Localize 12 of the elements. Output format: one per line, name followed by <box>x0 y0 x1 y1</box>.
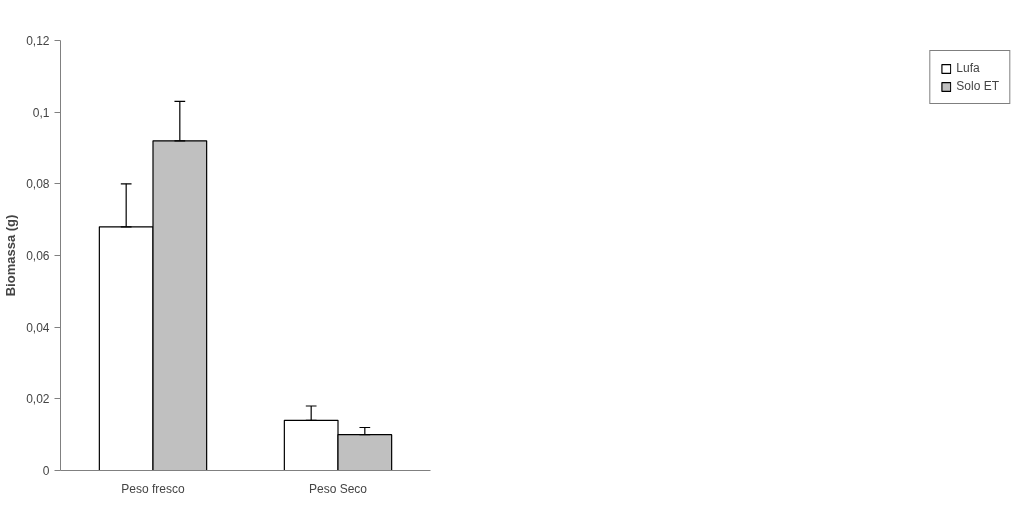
y-tick-label: 0,02 <box>26 392 50 407</box>
y-tick-label: 0 <box>42 464 50 478</box>
y-tick-label: 0,12 <box>26 34 50 48</box>
y-tick-label: 0,08 <box>26 177 50 192</box>
y-axis-title: Biomassa (g) <box>3 214 19 297</box>
y-tick-label: 0,04 <box>26 320 50 335</box>
x-tick-label: Peso Seco <box>308 481 368 496</box>
y-tick-label: 0,1 <box>32 105 50 120</box>
legend-label: Solo ET <box>956 79 999 93</box>
y-tick-label: 0,06 <box>26 249 50 263</box>
legend-label: Lufa <box>956 61 980 75</box>
x-tick-label: Peso fresco <box>121 481 186 496</box>
